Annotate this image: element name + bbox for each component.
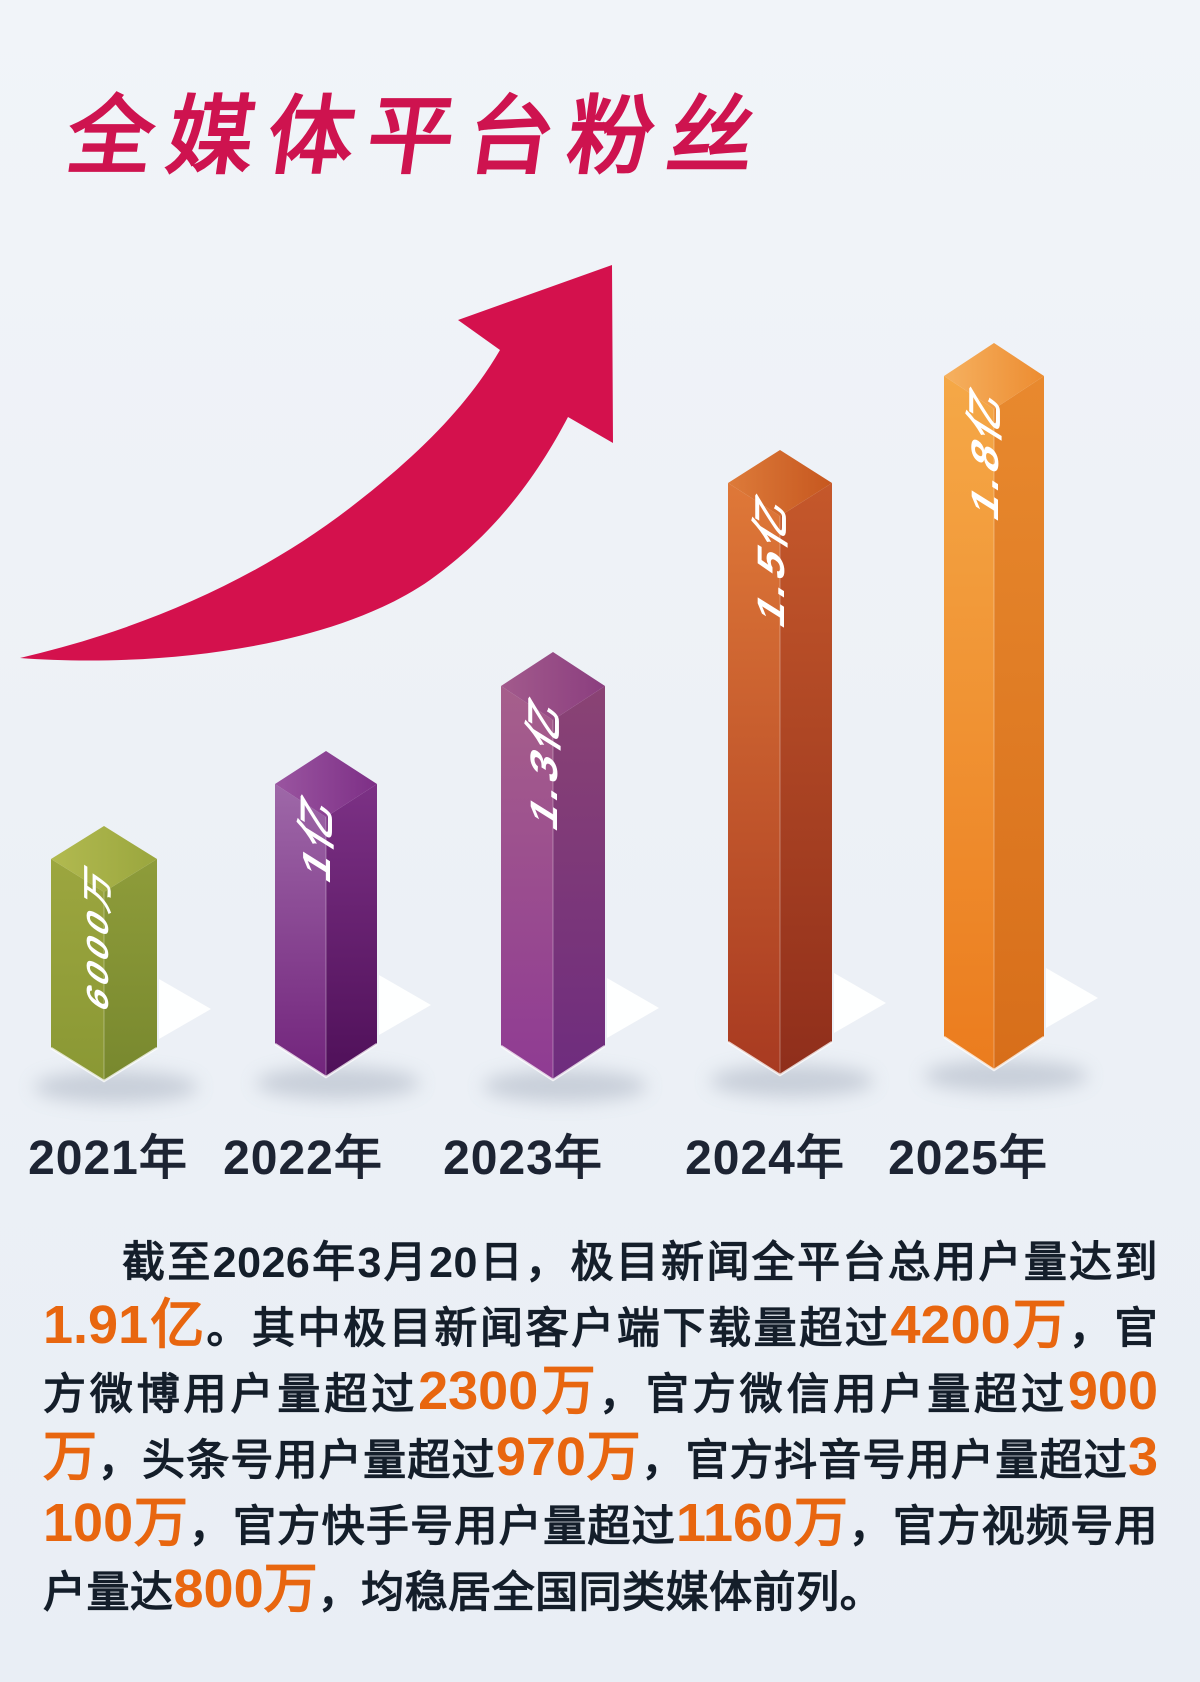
page-title: 全媒体平台粉丝 (61, 89, 775, 185)
bar-right-face (780, 483, 832, 1075)
bar-left-face (501, 686, 553, 1080)
base-wedge-icon (1046, 968, 1098, 1028)
body-text-segment: ，官方抖音号用户量超过 (641, 1437, 1128, 1485)
bar-bottom-rim (50, 1046, 158, 1083)
bar-2025年: 1.8亿 (924, 343, 1098, 1092)
highlight-number: 970万 (495, 1427, 642, 1487)
bar-top-face (501, 652, 605, 720)
bar-shadow (483, 1070, 647, 1102)
bar-left-face (51, 859, 104, 1081)
bar-bottom-rim (274, 1042, 378, 1079)
bar-right-face (994, 376, 1044, 1070)
body-text-segment: ，头条号用户量超过 (97, 1437, 496, 1485)
bar-right-face (326, 784, 377, 1077)
bar-right-face (104, 859, 157, 1081)
base-wedge-icon (379, 975, 431, 1035)
base-wedge-icon (607, 978, 659, 1038)
year-label-2025: 2025年 (888, 1132, 1048, 1185)
bar-left-face (944, 376, 994, 1070)
bar-top-face (275, 751, 377, 817)
highlight-number: 800万 (173, 1559, 318, 1619)
bar-bottom-rim (500, 1044, 606, 1082)
highlight-number: 1.91亿 (43, 1295, 207, 1355)
bar-shadow (924, 1060, 1088, 1092)
bar-top-face (728, 450, 832, 516)
highlight-number: 1160万 (675, 1493, 849, 1553)
year-label-2021: 2021年 (28, 1132, 188, 1185)
highlight-number: 4200万 (890, 1295, 1069, 1355)
bar-shadow (256, 1067, 420, 1099)
bar-bottom-rim (943, 1035, 1045, 1072)
highlight-number: 2300万 (418, 1361, 600, 1421)
year-label-2024: 2024年 (685, 1132, 845, 1185)
bar-top-face (51, 826, 157, 892)
body-text-segment: 截至2026年3月20日，极目新闻全平台总用户量达到 (122, 1239, 1158, 1287)
highlight-number: 900万 (43, 1361, 1158, 1487)
bar-top-face (944, 343, 1044, 409)
year-label-2023: 2023年 (443, 1132, 603, 1185)
bar-2023年: 1.3亿 (483, 652, 659, 1102)
bar-shadow (710, 1065, 874, 1097)
body-paragraph: 截至2026年3月20日，极目新闻全平台总用户量达到 1.91亿。其中极目新闻客户… (43, 1232, 1158, 1624)
bar-left-face (728, 483, 780, 1075)
base-wedge-icon (159, 979, 211, 1039)
bar-value-label: 1.3亿 (522, 684, 565, 839)
bar-value-label: 6000万 (80, 856, 115, 1019)
body-text-segment: ，均稳居全国同类媒体前列。 (317, 1569, 884, 1617)
body-text-segment: ，官方快手号用户量超过 (188, 1503, 676, 1551)
bar-bottom-rim (727, 1040, 833, 1077)
bar-2024年: 1.5亿 (710, 450, 886, 1097)
body-text-segment: ，官方视频号用户量达 (43, 1503, 1158, 1617)
bar-2022年: 1亿 (256, 751, 431, 1099)
bar-value-label: 1.5亿 (749, 481, 792, 636)
bar-left-face (275, 784, 326, 1077)
bar-value-label: 1.8亿 (963, 374, 1006, 529)
body-text-segment: ，官方微信用户量超过 (599, 1371, 1068, 1419)
bar-right-face (553, 686, 605, 1080)
bar-shadow (34, 1071, 198, 1103)
body-text-segment: ，官方微博用户量超过 (43, 1305, 1158, 1419)
body-text-segment: 。其中极目新闻客户端下载量超过 (206, 1305, 891, 1353)
growth-arrow-icon (20, 265, 613, 661)
year-label-2022: 2022年 (223, 1132, 383, 1185)
bar-2021年: 6000万 (34, 826, 211, 1103)
highlight-number: 3100万 (43, 1427, 1158, 1553)
base-wedge-icon (834, 973, 886, 1033)
